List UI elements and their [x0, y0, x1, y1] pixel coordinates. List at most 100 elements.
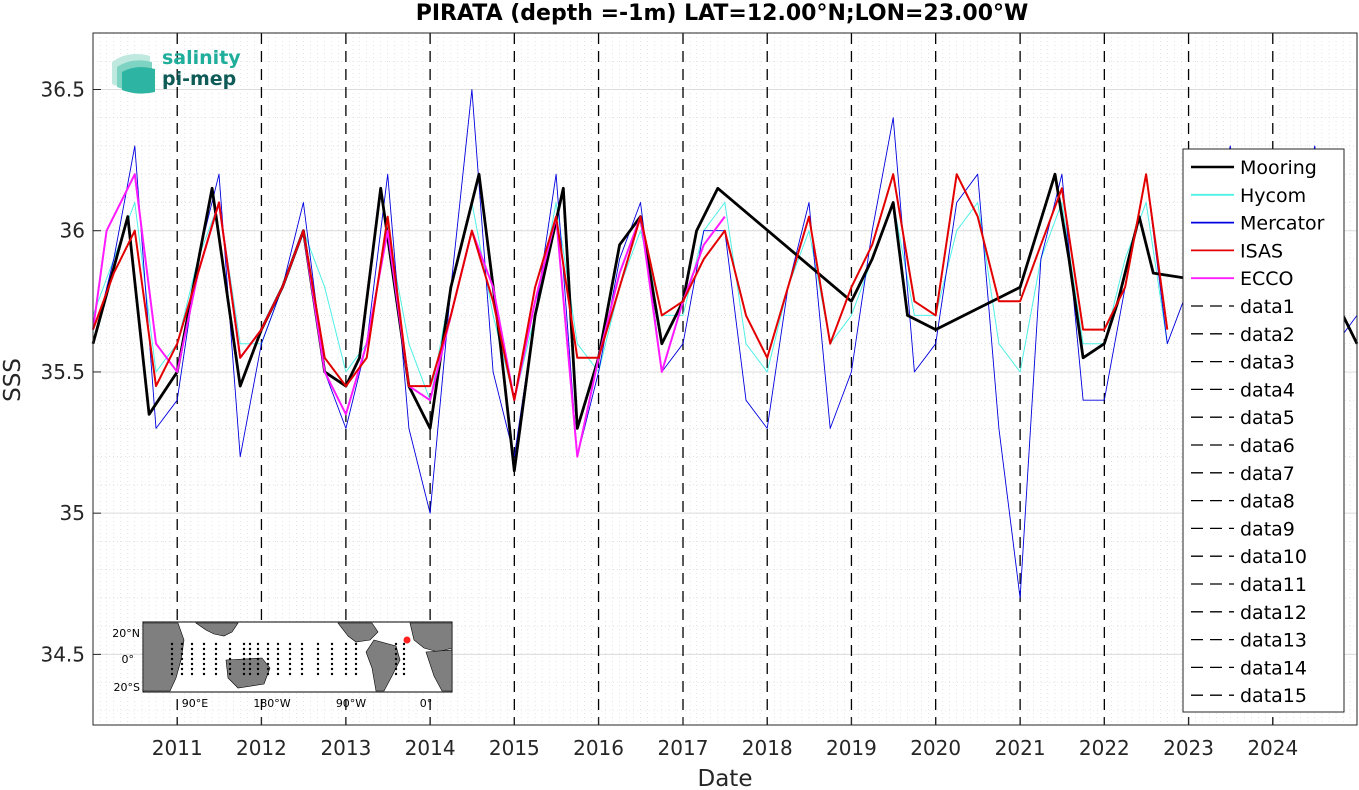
mooring-dot: [202, 662, 206, 666]
x-tick-label: 2016: [573, 736, 624, 760]
mooring-dot: [214, 652, 218, 656]
mooring-dot: [276, 652, 280, 656]
x-ticks: 2011 2012 2013 2014 2015 2016 2017 2018 2019 2020…: [152, 717, 1298, 760]
mooring-dot: [276, 647, 280, 651]
legend-entry-ecco: ECCO: [1191, 268, 1294, 290]
mooring-dot: [214, 662, 218, 666]
mooring-dot: [256, 642, 260, 646]
legend-label: data10: [1240, 546, 1307, 568]
mooring-dot: [300, 667, 304, 671]
mooring-dot: [344, 647, 348, 651]
mooring-dot: [288, 662, 292, 666]
x-tick-label: 2015: [489, 736, 540, 760]
series-line-isas: [92, 173, 1169, 402]
mooring-dot: [394, 662, 398, 666]
mooring-dot: [316, 642, 320, 646]
mooring-dot: [228, 662, 232, 666]
mooring-dot: [402, 667, 406, 671]
legend-label: data11: [1240, 574, 1307, 596]
mooring-dot: [266, 642, 270, 646]
mooring-dot: [242, 667, 246, 671]
legend-label: data3: [1240, 352, 1295, 374]
mooring-dot: [316, 652, 320, 656]
mooring-dot: [256, 652, 260, 656]
mooring-dot: [402, 672, 406, 676]
legend-label: data9: [1240, 518, 1295, 540]
mooring-dot: [300, 652, 304, 656]
mooring-dot: [266, 662, 270, 666]
mooring-dot: [402, 642, 406, 646]
mooring-dot: [248, 672, 252, 676]
mooring-dot: [344, 652, 348, 656]
mooring-dot: [214, 672, 218, 676]
inset-lat-label-20n: 20°N: [112, 627, 140, 640]
legend-entry-mooring: Mooring: [1191, 157, 1317, 179]
inset-lat-label-20s: 20°S: [114, 681, 140, 694]
inset-lon-label-0: 0°: [420, 697, 433, 710]
mooring-dot: [214, 642, 218, 646]
series-lines: [91, 89, 1359, 599]
mooring-dot: [248, 662, 252, 666]
mooring-dot: [330, 672, 334, 676]
x-tick-label: 2019: [826, 736, 877, 760]
legend-entry-data4: data4: [1191, 379, 1295, 401]
mooring-dot: [344, 657, 348, 661]
mooring-dot: [300, 657, 304, 661]
mooring-dot: [288, 647, 292, 651]
mooring-dot: [276, 672, 280, 676]
legend-label: Mercator: [1240, 213, 1325, 235]
mooring-dot: [344, 662, 348, 666]
mooring-dot: [214, 647, 218, 651]
mooring-dot: [180, 642, 184, 646]
mooring-dot: [354, 652, 358, 656]
mooring-dot: [248, 667, 252, 671]
mooring-dot: [190, 652, 194, 656]
mooring-dot: [394, 647, 398, 651]
mooring-dot: [354, 667, 358, 671]
mooring-dot: [344, 642, 348, 646]
mooring-dot: [248, 642, 252, 646]
legend-entry-data12: data12: [1191, 602, 1307, 624]
y-tick-label: 35: [60, 501, 85, 525]
plot-area: 2011 2012 2013 2014 2015 2016 2017 2018 2019 2020…: [40, 32, 1359, 760]
mooring-dot: [354, 642, 358, 646]
mooring-dot: [190, 647, 194, 651]
legend-label: data7: [1240, 463, 1295, 485]
x-tick-label: 2012: [236, 736, 287, 760]
land-masses: [142, 622, 453, 692]
mooring-dot: [402, 662, 406, 666]
y-tick-label: 36: [60, 219, 85, 243]
mooring-dot: [256, 662, 260, 666]
mooring-dot: [276, 642, 280, 646]
mooring-dot: [266, 647, 270, 651]
mooring-dot: [402, 657, 406, 661]
mooring-dot: [266, 657, 270, 661]
inset-lon-label-180w: 180°W: [253, 697, 290, 710]
legend-entry-data2: data2: [1191, 324, 1295, 346]
legend-entry-mercator: Mercator: [1191, 213, 1325, 235]
mooring-dot: [300, 642, 304, 646]
inset-map: 20°N 0° 20°S 90°E 180°W 90°W 0°: [112, 621, 453, 710]
mooring-dot: [242, 672, 246, 676]
legend-label: Mooring: [1240, 157, 1317, 179]
mooring-dot: [288, 642, 292, 646]
mooring-dot: [266, 652, 270, 656]
mooring-dot: [344, 672, 348, 676]
mooring-dot: [330, 647, 334, 651]
mooring-dot: [330, 642, 334, 646]
y-ticks: 34.5 35 35.5 36 36.5: [40, 77, 101, 666]
mooring-dot: [202, 652, 206, 656]
mooring-dot: [276, 667, 280, 671]
mooring-dot: [394, 667, 398, 671]
mooring-dot: [300, 647, 304, 651]
x-tick-label: 2013: [320, 736, 371, 760]
mooring-network-dots: [170, 642, 406, 676]
mooring-dot: [300, 672, 304, 676]
mooring-dot: [228, 652, 232, 656]
legend-label: Hycom: [1240, 185, 1306, 207]
mooring-dot: [202, 667, 206, 671]
mooring-dot: [190, 657, 194, 661]
mooring-dot: [228, 672, 232, 676]
mooring-dot: [276, 657, 280, 661]
mooring-dot: [316, 647, 320, 651]
